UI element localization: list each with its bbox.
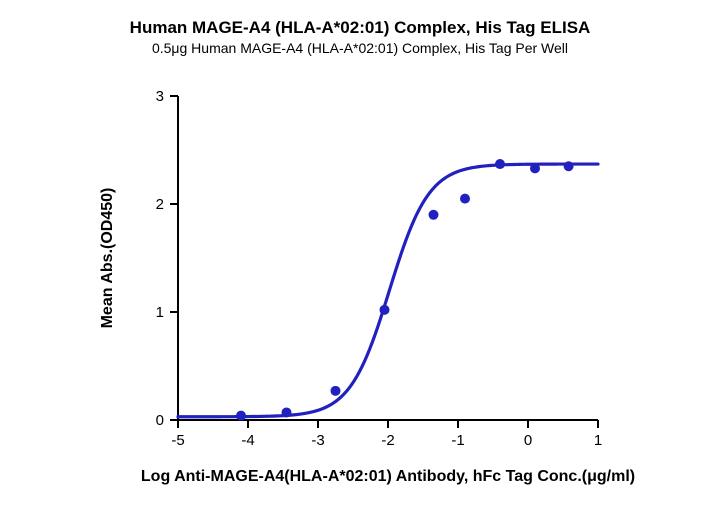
x-tick-label: 0: [524, 432, 532, 449]
x-tick-label: -5: [171, 432, 184, 449]
y-tick-label: 1: [156, 304, 164, 321]
x-tick-label: -4: [241, 432, 254, 449]
x-tick-label: -2: [381, 432, 394, 449]
x-tick-label: -3: [311, 432, 324, 449]
y-tick-label: 3: [156, 88, 164, 105]
y-tick-label: 0: [156, 412, 164, 429]
x-tick-label: -1: [451, 432, 464, 449]
x-tick-label: 1: [594, 432, 602, 449]
chart-plot: [0, 0, 720, 531]
y-tick-label: 2: [156, 196, 164, 213]
